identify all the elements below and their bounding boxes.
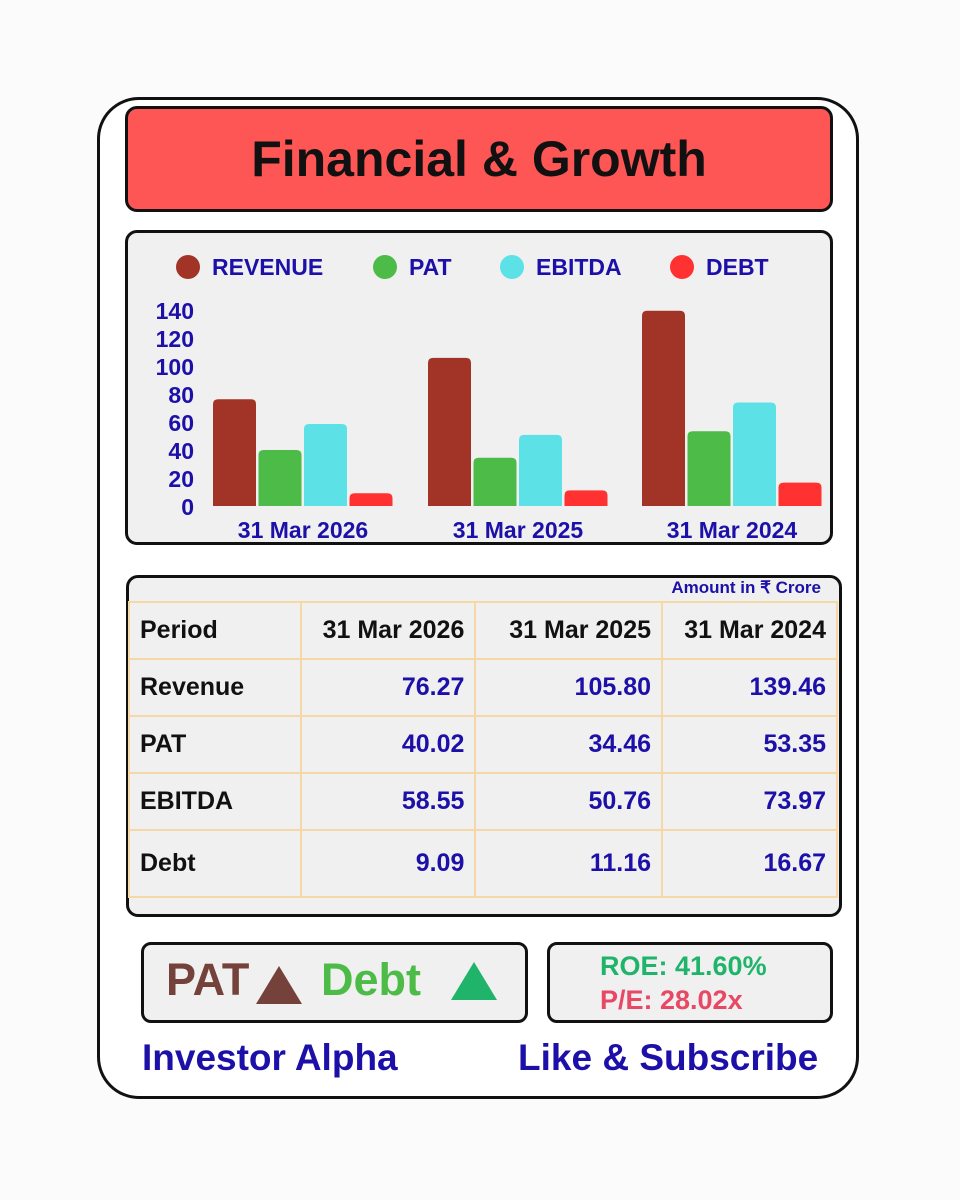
x-tick-label: 31 Mar 2026 (238, 517, 368, 543)
debt-up-arrow-icon (451, 962, 497, 1000)
page-title: Financial & Growth (251, 131, 707, 187)
row-label: PAT (128, 715, 302, 774)
bar-pat (258, 449, 302, 506)
title-banner: Financial & Growth (125, 106, 833, 212)
bar-pat (687, 431, 731, 506)
row-label: Revenue (128, 658, 302, 717)
bar-debt (349, 493, 393, 506)
ratios-badge: ROE: 41.60% P/E: 28.02x (547, 942, 833, 1023)
bar-ebitda (733, 402, 776, 506)
bar-revenue (213, 399, 256, 506)
table-row: Debt 9.09 11.16 16.67 (128, 829, 838, 898)
debt-trend-label: Debt (321, 954, 421, 1005)
table-cell: 73.97 (661, 772, 838, 831)
table-cell: 11.16 (474, 829, 664, 898)
table-cell: 76.27 (299, 658, 477, 717)
table-header-row: Period 31 Mar 2026 31 Mar 2025 31 Mar 20… (128, 601, 838, 660)
subscribe-cta[interactable]: Like & Subscribe (518, 1037, 819, 1078)
financial-table: Period 31 Mar 2026 31 Mar 2025 31 Mar 20… (128, 601, 838, 898)
table-cell: 139.46 (661, 658, 838, 717)
row-label: Debt (128, 829, 302, 898)
table-cell: 50.76 (474, 772, 664, 831)
legend-label: PAT (409, 254, 452, 280)
table-cell: 105.80 (474, 658, 664, 717)
pe-value: P/E: 28.02x (600, 985, 743, 1015)
bar-pat (473, 457, 517, 506)
roe-value: ROE: 41.60% (600, 951, 767, 981)
header-cell: 31 Mar 2024 (661, 601, 838, 660)
legend-swatch (500, 255, 524, 279)
bar-chart-panel: REVENUE PAT EBITDA DEBT 0 20 40 60 80 100 120 140 31… (125, 230, 833, 545)
bar-debt (778, 482, 822, 506)
table-row: EBITDA 58.55 50.76 73.97 (128, 772, 838, 831)
x-tick-label: 31 Mar 2024 (667, 517, 798, 543)
y-tick-label: 120 (156, 326, 194, 352)
table-cell: 16.67 (661, 829, 838, 898)
table-cell: 9.09 (299, 829, 477, 898)
header-cell: Period (128, 601, 302, 660)
bar-revenue (642, 310, 685, 506)
legend-swatch (373, 255, 397, 279)
pat-up-arrow-icon (256, 966, 302, 1004)
trend-badge: PAT Debt (141, 942, 528, 1023)
bar-ebitda (304, 424, 347, 506)
legend-label: REVENUE (212, 254, 323, 280)
table-cell: 53.35 (661, 715, 838, 774)
y-tick-label: 40 (168, 438, 194, 464)
table-cell: 34.46 (474, 715, 664, 774)
y-tick-label: 80 (168, 382, 194, 408)
row-label: EBITDA (128, 772, 302, 831)
table-cell: 40.02 (299, 715, 477, 774)
legend-label: DEBT (706, 254, 769, 280)
y-tick-label: 0 (181, 494, 194, 520)
bar-revenue (428, 357, 471, 506)
header-cell: 31 Mar 2026 (299, 601, 477, 660)
y-tick-label: 140 (156, 298, 194, 324)
y-tick-label: 20 (168, 466, 194, 492)
legend-swatch (176, 255, 200, 279)
unit-note: Amount in ₹ Crore (671, 578, 821, 597)
table-cell: 58.55 (299, 772, 477, 831)
legend-label: EBITDA (536, 254, 622, 280)
x-tick-label: 31 Mar 2025 (453, 517, 584, 543)
brand-name: Investor Alpha (142, 1037, 398, 1078)
header-cell: 31 Mar 2025 (474, 601, 664, 660)
bar-ebitda (519, 434, 562, 506)
pat-trend-label: PAT (166, 954, 250, 1005)
bar-debt (564, 490, 608, 506)
y-tick-label: 60 (168, 410, 194, 436)
table-row: Revenue 76.27 105.80 139.46 (128, 658, 838, 717)
financial-table-panel: Amount in ₹ Crore Period 31 Mar 2026 31 … (126, 575, 842, 917)
table-row: PAT 40.02 34.46 53.35 (128, 715, 838, 774)
legend-swatch (670, 255, 694, 279)
y-tick-label: 100 (156, 354, 194, 380)
